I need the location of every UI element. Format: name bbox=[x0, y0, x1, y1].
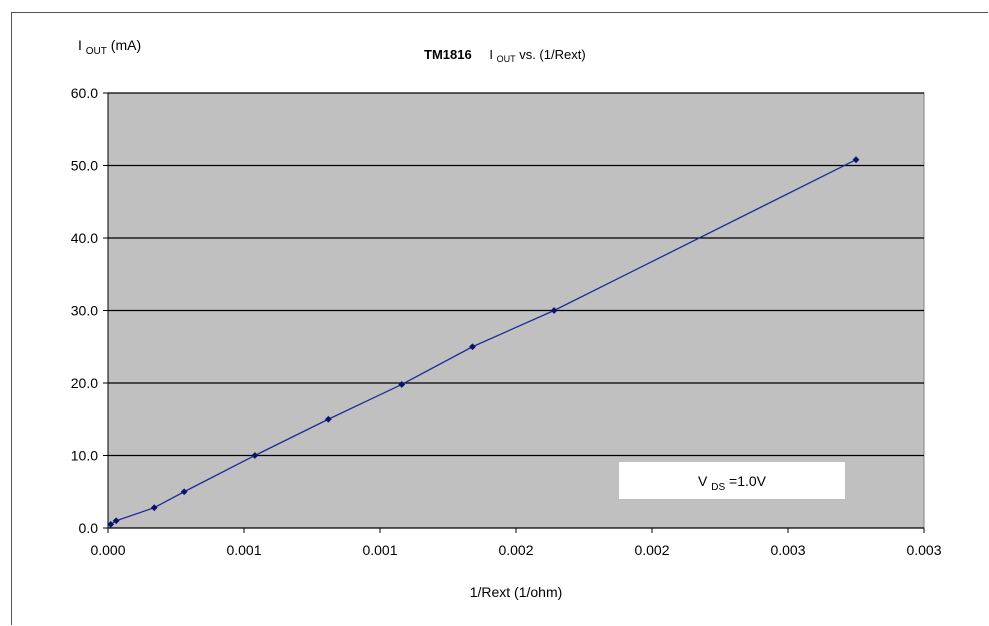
gridlines bbox=[108, 92, 924, 457]
x-tick-label: 0.003 bbox=[906, 542, 941, 558]
y-tick-label: 40.0 bbox=[71, 230, 98, 246]
vds-annotation-value: =1.0V bbox=[729, 473, 767, 489]
data-point bbox=[251, 452, 259, 459]
chart-title-i-sub: OUT bbox=[497, 54, 517, 64]
chart-title-suffix: vs. (1/Rext) bbox=[519, 47, 585, 62]
y-axis: 0.0 10.0 20.0 30.0 40.0 50.0 60.0 bbox=[71, 85, 109, 536]
data-point bbox=[324, 415, 332, 423]
vds-annotation-sub: DS bbox=[711, 482, 725, 493]
chart-title-i: I bbox=[489, 47, 493, 62]
y-tick-label: 30.0 bbox=[71, 303, 98, 319]
y-axis-label: I OUT (mA) bbox=[78, 37, 141, 57]
chart-title: TM1816 I OUT vs. (1/Rext) bbox=[424, 47, 586, 65]
vds-annotation: V DS =1.0V bbox=[619, 462, 845, 499]
chart-title-prefix: TM1816 bbox=[424, 47, 472, 62]
x-tick-label: 0.001 bbox=[362, 542, 397, 558]
x-tick-label: 0.001 bbox=[226, 542, 261, 558]
y-tick-label: 50.0 bbox=[71, 158, 98, 174]
data-point bbox=[112, 517, 120, 525]
x-tick-label: 0.003 bbox=[770, 542, 805, 558]
x-axis-label: 1/Rext (1/ohm) bbox=[470, 584, 563, 600]
x-tick-label: 0.000 bbox=[90, 542, 125, 558]
y-tick-label: 0.0 bbox=[79, 520, 99, 536]
x-tick-label: 0.002 bbox=[634, 542, 669, 558]
data-point bbox=[180, 488, 188, 496]
y-tick-label: 20.0 bbox=[71, 375, 98, 391]
data-point bbox=[469, 343, 476, 351]
x-axis: 0.000 0.001 0.001 0.002 0.002 0.003 0.003 bbox=[90, 527, 942, 558]
data-point bbox=[852, 156, 860, 164]
data-markers bbox=[107, 156, 860, 528]
y-tick-label: 60.0 bbox=[71, 85, 98, 101]
vds-annotation-text: V DS =1.0V bbox=[698, 473, 767, 493]
data-point bbox=[107, 520, 115, 528]
series-line bbox=[110, 159, 857, 525]
y-axis-label-i: I bbox=[78, 37, 82, 53]
vds-annotation-v: V bbox=[698, 473, 708, 489]
y-tick-label: 10.0 bbox=[71, 448, 98, 464]
x-tick-label: 0.002 bbox=[498, 542, 533, 558]
vds-annotation-box bbox=[619, 462, 845, 499]
data-point bbox=[550, 307, 558, 314]
data-point bbox=[150, 504, 158, 512]
y-axis-label-sub: OUT bbox=[86, 46, 107, 57]
y-axis-label-unit: (mA) bbox=[111, 37, 141, 53]
data-point bbox=[398, 381, 406, 388]
